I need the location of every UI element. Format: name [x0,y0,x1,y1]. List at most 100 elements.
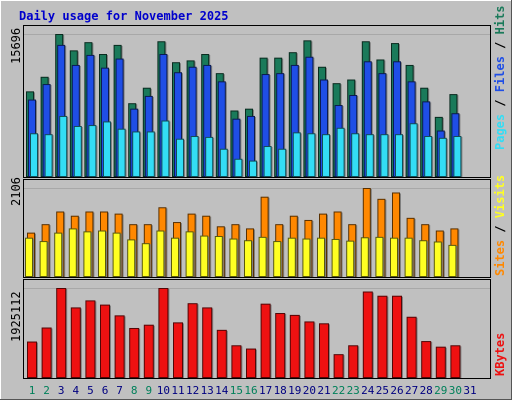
bar-sites-day-25 [375,236,384,277]
bars-layer [24,34,490,379]
bar-kbytes-day-14 [216,329,227,378]
bar-pages-day-23 [351,133,360,178]
bar-sites-day-16 [244,240,252,277]
x-tick-label-day-13: 13 [201,384,214,397]
bar-kbytes-day-12 [187,303,198,378]
bar-sites-day-3 [54,232,63,278]
bar-sites-day-28 [419,240,428,277]
x-tick-label-day-1: 1 [29,384,36,397]
bar-pages-day-24 [365,134,374,178]
bar-sites-day-10 [156,230,165,277]
bar-pages-day-16 [249,160,257,178]
bar-kbytes-day-25 [377,295,388,379]
x-tick-label-day-8: 8 [131,384,138,397]
bar-kbytes-day-22 [333,354,344,378]
bar-sites-day-4 [68,228,77,277]
x-tick-label-day-20: 20 [303,384,316,397]
x-tick-label-day-27: 27 [405,384,418,397]
bar-sites-day-30 [448,244,457,278]
bar-pages-day-8 [132,131,141,177]
bar-pages-day-14 [219,148,228,178]
bar-sites-day-24 [360,237,369,278]
bar-pages-day-4 [73,125,82,177]
bar-kbytes-day-1 [27,341,37,378]
bar-kbytes-day-21 [319,323,329,378]
bar-sites-day-5 [83,231,92,278]
bar-kbytes-day-27 [406,316,417,378]
ytick-hits: 15696 [9,28,23,64]
bar-pages-day-7 [117,128,126,177]
x-tick-label-day-29: 29 [434,384,447,397]
panel-border [23,25,491,178]
bar-pages-day-1 [30,133,38,178]
x-tick-label-day-15: 15 [230,384,243,397]
x-tick-label-day-19: 19 [288,384,301,397]
x-tick-label-day-30: 30 [449,384,462,397]
bar-kbytes-day-10 [158,288,169,378]
bar-kbytes-day-18 [275,313,286,378]
bar-pages-day-27 [409,123,418,177]
bar-pages-day-21 [322,134,330,178]
bar-kbytes-day-20 [304,321,315,378]
bar-kbytes-day-9 [143,324,154,379]
bar-kbytes-day-8 [129,327,140,378]
bar-pages-day-30 [453,136,462,177]
bar-sites-day-21 [317,237,325,277]
hits-files-pages-panel [23,25,491,178]
bar-kbytes-day-17 [260,303,271,378]
chart-title: Daily usage for November 2025 [19,9,229,23]
bar-sites-day-23 [346,240,355,277]
x-tick-label-day-7: 7 [116,384,123,397]
bar-sites-day-26 [390,237,398,277]
bar-pages-day-12 [190,136,199,177]
x-tick-label-day-16: 16 [244,384,257,397]
sites-visits-panel [23,179,491,278]
bar-kbytes-day-16 [246,348,256,379]
x-tick-label-day-18: 18 [274,384,287,397]
x-tick-label-day-26: 26 [390,384,403,397]
bar-sites-day-22 [331,238,340,277]
x-tick-label-day-24: 24 [361,384,375,397]
panel-border [23,279,491,379]
bar-pages-day-11 [176,138,184,177]
bar-pages-day-2 [44,134,53,178]
bar-pages-day-6 [103,121,111,177]
bar-sites-day-17 [258,236,267,277]
x-tick-label-day-17: 17 [259,384,272,397]
x-tick-label-day-2: 2 [43,384,50,397]
bar-sites-day-11 [171,237,179,277]
panel-border [23,179,491,278]
bar-kbytes-day-19 [289,314,300,378]
bar-kbytes-day-2 [41,327,52,378]
bar-pages-day-13 [205,136,214,178]
x-tick-label-day-21: 21 [317,384,330,397]
bar-pages-day-18 [278,148,287,178]
bar-sites-day-14 [214,236,223,277]
bar-kbytes-day-26 [392,295,402,379]
x-tick-label-day-5: 5 [87,384,94,397]
y-label-separator: / [493,218,507,240]
bar-sites-day-20 [302,238,311,278]
bar-pages-day-19 [292,132,301,177]
y-label-sites-visits: Sites / Visits [493,175,507,276]
x-tick-label-day-22: 22 [332,384,345,397]
bar-pages-day-22 [336,127,345,177]
bar-sites-day-29 [433,241,442,277]
x-tick-label-day-25: 25 [376,384,389,397]
x-tick-label-day-31: 31 [463,384,476,397]
x-tick-label-day-6: 6 [102,384,109,397]
x-tick-label-day-4: 4 [72,384,79,397]
bar-kbytes-day-4 [70,307,81,378]
y-label-separator: / [493,92,507,114]
bar-pages-day-5 [88,125,97,177]
bar-kbytes-day-30 [450,345,461,378]
bar-pages-day-28 [424,136,433,177]
bar-kbytes-day-24 [362,291,373,379]
bar-kbytes-day-5 [85,300,96,379]
bar-pages-day-3 [59,115,68,177]
bar-pages-day-10 [161,120,170,178]
bar-pages-day-25 [380,134,389,178]
bar-kbytes-day-15 [231,345,242,378]
